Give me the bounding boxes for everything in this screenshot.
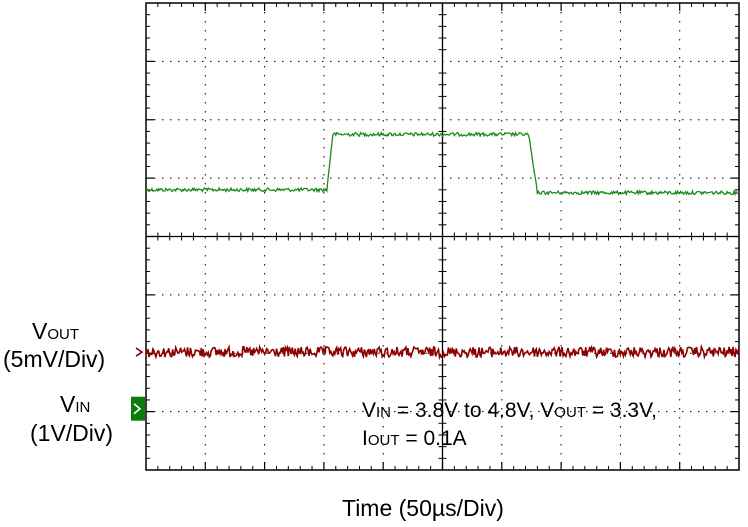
vout-channel-marker [135,347,144,357]
traces [131,130,740,421]
annotation-line-2: IOUT = 0.1A [362,427,467,450]
vin-trace [145,130,740,197]
vout-label: VOUT [32,318,80,344]
grid [145,2,740,471]
vout-trace [145,343,740,361]
vin-channel-marker [131,396,145,421]
vin-scale-label: (1V/Div) [30,420,114,446]
annotation-line-1: VIN = 3.8V to 4.8V, VOUT = 3.3V, [362,399,657,422]
vout-scale-label: (5mV/Div) [3,346,106,372]
x-axis-label: Time (50µs/Div) [342,495,504,521]
vin-label: VIN [60,391,91,417]
